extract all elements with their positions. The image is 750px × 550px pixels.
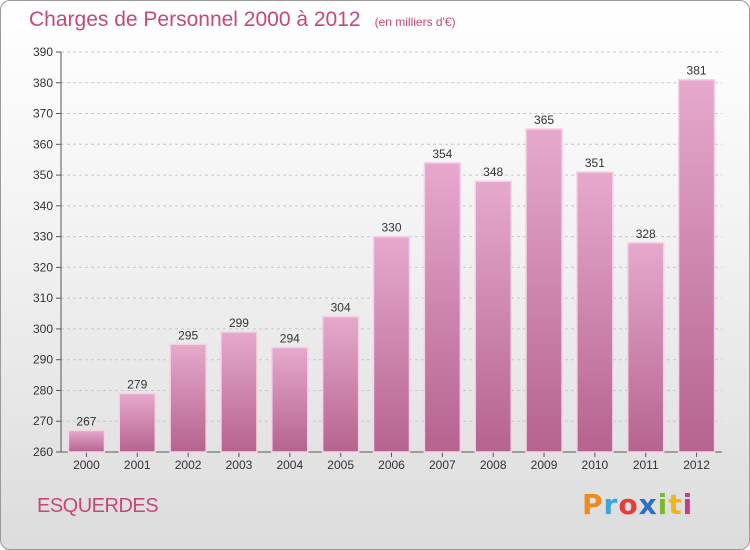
- bar: [321, 315, 360, 453]
- x-tick-label: 2010: [582, 458, 609, 472]
- bar: [169, 343, 207, 453]
- bar-value-label: 299: [229, 316, 249, 330]
- commune-name: ESQUERDES: [37, 495, 159, 517]
- bar-value-label: 295: [178, 328, 198, 342]
- bar: [118, 392, 157, 453]
- logo-letter: o: [618, 488, 639, 521]
- bar-value-label: 304: [331, 301, 351, 315]
- bar: [474, 180, 512, 453]
- y-tick-label: 330: [33, 230, 53, 244]
- bar-value-label: 348: [483, 165, 503, 179]
- y-tick-label: 320: [33, 260, 53, 274]
- bar: [677, 78, 716, 453]
- bar: [271, 346, 309, 453]
- bar-value-label: 279: [127, 378, 147, 392]
- y-tick-label: 310: [33, 291, 53, 305]
- bar: [423, 162, 462, 453]
- y-tick-label: 340: [33, 199, 53, 213]
- x-tick-label: 2009: [531, 458, 558, 472]
- bar: [626, 242, 665, 453]
- logo-letter: r: [603, 488, 619, 521]
- x-tick-label: 2006: [378, 458, 405, 472]
- proxiti-logo: Proxiti: [582, 488, 693, 521]
- x-tick-label: 2001: [124, 458, 151, 472]
- y-tick-label: 280: [33, 383, 53, 397]
- bar: [525, 128, 563, 453]
- logo-letter: x: [638, 488, 658, 521]
- bar-value-label: 328: [636, 227, 656, 241]
- logo-letter: P: [582, 488, 604, 521]
- x-tick-label: 2007: [429, 458, 456, 472]
- x-tick-label: 2000: [73, 458, 100, 472]
- y-tick-label: 270: [33, 414, 53, 428]
- y-tick-label: 350: [33, 168, 53, 182]
- x-tick-label: 2012: [683, 458, 710, 472]
- logo-letter: i: [682, 488, 694, 521]
- y-tick-label: 260: [33, 445, 53, 459]
- bar: [220, 331, 258, 453]
- x-tick-label: 2002: [175, 458, 202, 472]
- y-tick-label: 290: [33, 353, 53, 367]
- bar-value-label: 294: [280, 331, 300, 345]
- x-tick-label: 2005: [327, 458, 354, 472]
- bar-value-label: 351: [585, 156, 605, 170]
- chart-subtitle: (en milliers d'€): [374, 15, 456, 29]
- y-tick-label: 380: [33, 76, 53, 90]
- y-tick-label: 390: [33, 45, 53, 59]
- bar-value-label: 267: [76, 414, 96, 428]
- x-tick-label: 2011: [633, 458, 659, 472]
- chart-title-text: Charges de Personnel 2000 à 2012: [29, 8, 361, 31]
- bar: [372, 235, 411, 453]
- y-tick-label: 370: [33, 107, 53, 121]
- bar-value-label: 365: [534, 113, 554, 127]
- logo-letter: i: [657, 488, 669, 521]
- bar-value-label: 381: [687, 64, 707, 78]
- x-tick-label: 2003: [226, 458, 253, 472]
- chart-title: Charges de Personnel 2000 à 2012 (en mill…: [29, 8, 456, 32]
- x-tick-label: 2004: [276, 458, 303, 472]
- bar-value-label: 354: [432, 147, 452, 161]
- y-tick-label: 360: [33, 137, 53, 151]
- y-tick-label: 300: [33, 322, 53, 336]
- bar-value-label: 330: [381, 221, 401, 235]
- logo-letter: t: [668, 488, 683, 521]
- bar: [67, 429, 106, 453]
- x-tick-label: 2008: [480, 458, 507, 472]
- bar: [576, 171, 614, 453]
